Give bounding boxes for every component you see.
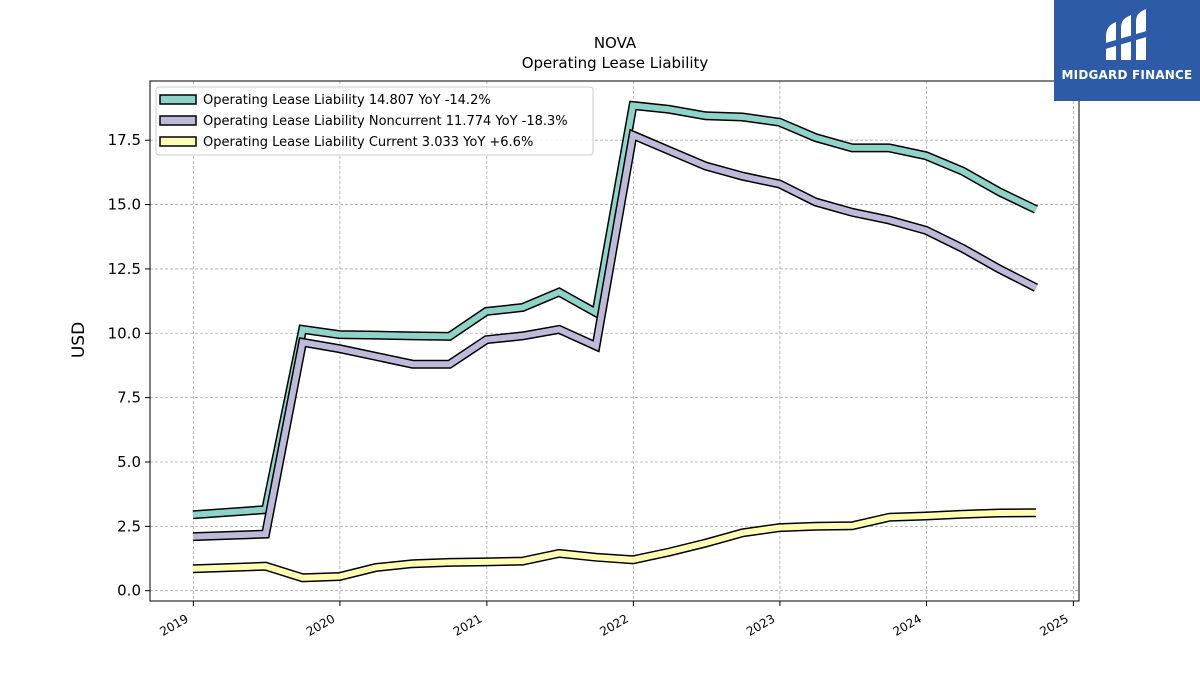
x-tick-label: 2024 — [890, 611, 923, 638]
series-line-3 — [192, 508, 1037, 583]
series-line-1 — [192, 100, 1038, 520]
y-tick-label: 5.0 — [117, 453, 141, 471]
y-axis-label: USD — [69, 322, 89, 358]
plot-frame — [149, 80, 1080, 602]
y-tick-label: 7.5 — [117, 389, 141, 407]
legend: Operating Lease Liability 14.807 YoY -14… — [155, 86, 594, 156]
y-tick-label: 17.5 — [108, 131, 141, 149]
series-line-2 — [192, 128, 1039, 542]
chart-title: NOVA — [594, 34, 637, 52]
x-tick-label: 2025 — [1037, 611, 1070, 638]
x-tick-label: 2022 — [597, 611, 630, 638]
x-tick-label: 2020 — [304, 611, 337, 638]
legend-swatch-1 — [159, 94, 197, 105]
y-tick-label: 15.0 — [108, 196, 141, 214]
y-tick-label: 0.0 — [117, 582, 141, 600]
y-tick-label: 2.5 — [117, 517, 141, 535]
legend-label-1: Operating Lease Liability 14.807 YoY -14… — [203, 93, 491, 108]
brand-logo: MIDGARD FINANCE — [1054, 0, 1200, 101]
x-tick-label: 2019 — [157, 611, 190, 638]
legend-swatch-3 — [159, 136, 197, 147]
x-tick-label: 2021 — [451, 611, 484, 638]
y-tick-label: 10.0 — [108, 324, 141, 342]
series-lines — [192, 100, 1039, 583]
midgard-finance-logo-icon — [1102, 9, 1150, 60]
legend-label-2: Operating Lease Liability Noncurrent 11.… — [203, 114, 568, 129]
y-tick-label: 12.5 — [108, 260, 141, 278]
legend-box — [155, 86, 594, 156]
legend-label-3: Operating Lease Liability Current 3.033 … — [203, 135, 533, 150]
brand-name: MIDGARD FINANCE — [1061, 68, 1193, 82]
chart-subtitle: Operating Lease Liability — [522, 54, 709, 72]
legend-swatch-2 — [159, 115, 197, 126]
x-tick-label: 2023 — [744, 611, 777, 638]
